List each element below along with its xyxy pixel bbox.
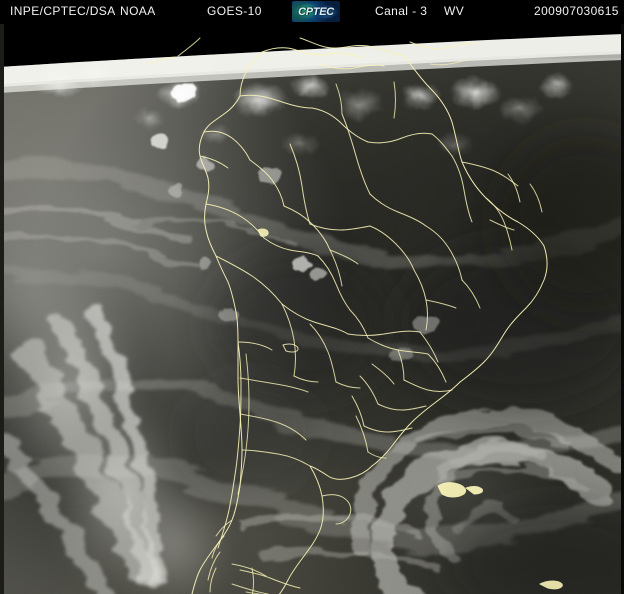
header-bar: INPE/CPTEC/DSA NOAA GOES-10 CPTEC Canal …	[0, 0, 624, 24]
image-noise-texture	[0, 24, 624, 594]
satellite-image-frame	[0, 24, 624, 594]
header-product-label: WV	[444, 4, 465, 18]
header-satellite-label: GOES-10	[207, 4, 262, 18]
header-source-label: NOAA	[120, 4, 156, 18]
cptec-logo-glow	[294, 3, 338, 20]
header-timestamp-label: 200907030615	[534, 4, 619, 18]
cptec-logo: CPTEC	[292, 1, 340, 22]
header-agency-label: INPE/CPTEC/DSA	[10, 4, 116, 18]
header-channel-label: Canal - 3	[375, 4, 428, 18]
satellite-image	[0, 24, 624, 594]
cptec-logo-label: CPTEC	[298, 5, 334, 18]
